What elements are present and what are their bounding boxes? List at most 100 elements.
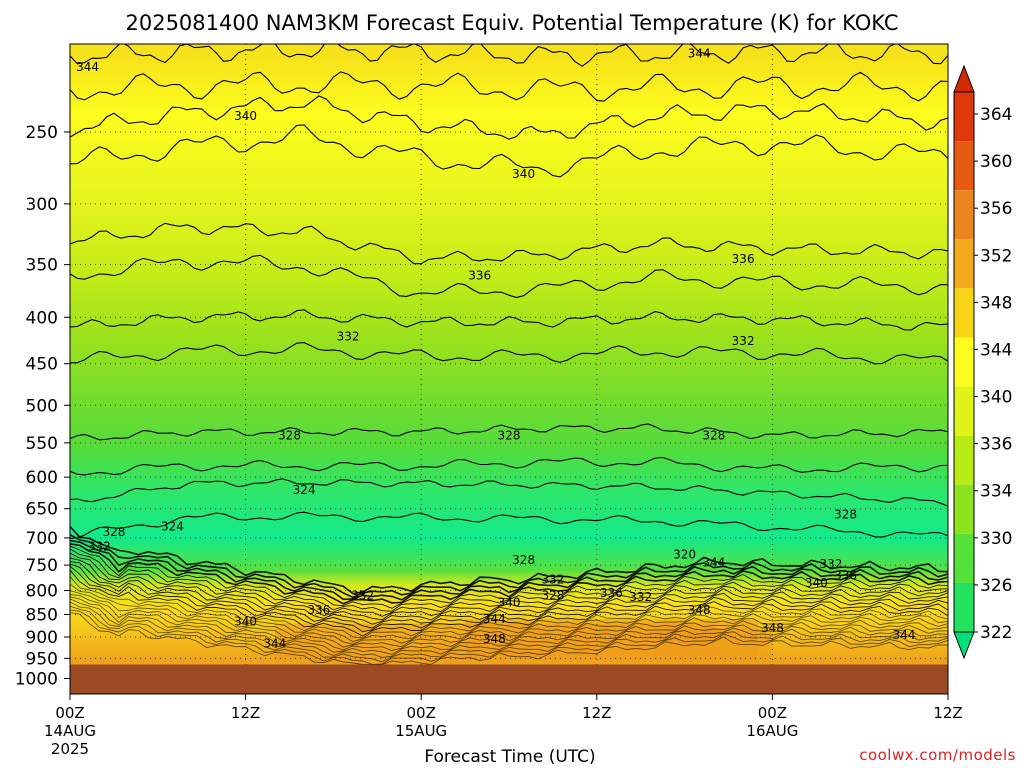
colorbar-segment (954, 533, 974, 583)
colorbar-segment (954, 484, 974, 534)
inversion-contour (70, 598, 948, 655)
contour-label: 328 (702, 429, 725, 443)
inversion-contour (70, 601, 948, 658)
colorbar-label: 336 (980, 435, 1012, 455)
credit-text: coolwx.com/models (859, 746, 1016, 764)
contour-label: 340 (498, 596, 521, 610)
inversion-contour (70, 609, 948, 665)
contour-label: 328 (102, 525, 125, 539)
colorbar: 364 360 356 352 348 344 340 336 334 330 326 322 (953, 64, 1012, 660)
contour-minor (70, 71, 948, 102)
inversion-contour (70, 548, 948, 612)
inversion-contour (70, 576, 948, 639)
contour-label: 340 (512, 167, 535, 181)
colorbar-segment (954, 239, 974, 289)
inversion-contour (70, 565, 948, 633)
y-tick-label: 250 (26, 123, 58, 143)
contour-label: 328 (278, 429, 301, 443)
contour-344 (70, 44, 948, 67)
inversion-contour (70, 552, 948, 617)
ground-mask (70, 664, 948, 694)
colorbar-segment (954, 337, 974, 387)
x-axis-label: Forecast Time (UTC) (424, 747, 595, 767)
inversion-contour (70, 596, 948, 651)
x-tick-label: 00Z (55, 704, 84, 722)
inversion-contour (70, 563, 948, 629)
contour-label: 332 (732, 334, 755, 348)
x-tick-label: 12Z (933, 704, 962, 722)
y-tick-label: 500 (26, 396, 58, 416)
x-tick-label: 00Z (407, 704, 436, 722)
y-tick-label: 750 (26, 556, 58, 576)
y-tick-label: 850 (26, 605, 58, 625)
x-tick-label: 12Z (231, 704, 260, 722)
contour-label: 348 (761, 621, 784, 635)
colorbar-segment (954, 435, 974, 485)
x-tick-date: 14AUG (44, 722, 96, 740)
inversion-contour (70, 583, 948, 643)
x-tick-date: 16AUG (746, 722, 798, 740)
contour-332 (70, 309, 948, 331)
inversion-contour (70, 594, 948, 648)
colorbar-label: 322 (980, 623, 1012, 643)
colorbar-label: 348 (980, 293, 1012, 313)
inversion-contour (70, 533, 948, 599)
inversion-contour (70, 590, 948, 645)
contour-minor (70, 254, 948, 299)
inversion-contour (70, 543, 948, 605)
contour-minor (70, 456, 948, 476)
y-tick-label: 350 (26, 256, 58, 276)
y-tick-label: 550 (26, 434, 58, 454)
y-tick-label: 900 (26, 628, 58, 648)
contour-label: 324 (293, 483, 316, 497)
colorbar-label: 356 (980, 199, 1012, 219)
colorbar-segment (954, 386, 974, 436)
y-tick-label: 300 (26, 195, 58, 215)
contour-label: 344 (688, 47, 711, 61)
colorbar-label: 334 (980, 482, 1012, 502)
inversion-contour (70, 539, 948, 601)
frontal-inversion-contours (70, 525, 948, 665)
colorbar-segment (954, 141, 974, 191)
contour-label: 324 (161, 519, 184, 533)
colorbar-label: 364 (980, 105, 1012, 125)
colorbar-segment (954, 190, 974, 240)
contour-340 (70, 95, 948, 140)
colorbar-segment (954, 288, 974, 338)
inversion-contour (70, 545, 948, 609)
colorbar-label: 340 (980, 388, 1012, 408)
contour-minor (70, 124, 948, 178)
colorbar-label: 344 (980, 340, 1012, 360)
x-tick-label: 12Z (582, 704, 611, 722)
contour-336 (70, 222, 948, 265)
colorbar-label: 326 (980, 576, 1012, 596)
inversion-contour (70, 557, 948, 621)
colorbar-bottom-arrow (953, 631, 975, 660)
contour-label: 320 (673, 547, 696, 561)
contour-label: 336 (732, 252, 755, 266)
contour-label: 340 (234, 109, 257, 123)
colorbar-top-arrow (953, 64, 975, 93)
y-tick-label: 600 (26, 468, 58, 488)
contour-324 (70, 478, 948, 507)
contour-label: 336 (307, 603, 330, 617)
contour-328 (70, 423, 948, 441)
gridlines (70, 44, 948, 694)
y-tick-label: 450 (26, 355, 58, 375)
colorbar-segment (954, 92, 974, 142)
y-tick-label: 1000 (15, 670, 58, 690)
chart-title: 2025081400 NAM3KM Forecast Equiv. Potent… (125, 11, 898, 35)
inversion-contour (70, 525, 948, 595)
contour-label: 332 (88, 539, 111, 553)
contour-label: 328 (834, 508, 857, 522)
colorbar-segment (954, 582, 974, 632)
x-tick-label: 00Z (758, 704, 787, 722)
colorbar-label: 360 (980, 152, 1012, 172)
y-tick-label: 400 (26, 308, 58, 328)
y-tick-label: 650 (26, 500, 58, 520)
contour-label: 332 (337, 330, 360, 344)
inversion-contour (70, 569, 948, 637)
inversion-contour (70, 605, 948, 663)
